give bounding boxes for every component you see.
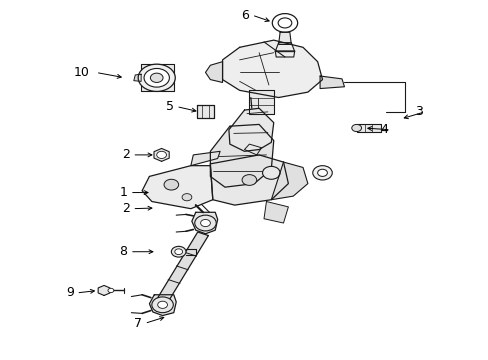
Polygon shape: [142, 166, 212, 209]
Text: 1: 1: [120, 186, 127, 199]
Polygon shape: [249, 90, 273, 114]
Text: 2: 2: [122, 202, 130, 215]
Polygon shape: [275, 51, 294, 57]
Circle shape: [158, 301, 167, 309]
Circle shape: [144, 68, 169, 87]
Circle shape: [351, 125, 361, 132]
Polygon shape: [141, 64, 174, 91]
Polygon shape: [228, 108, 273, 151]
Polygon shape: [190, 151, 220, 166]
Polygon shape: [156, 232, 208, 304]
Polygon shape: [210, 125, 273, 187]
Text: 8: 8: [119, 245, 127, 258]
Text: 4: 4: [380, 123, 387, 136]
Circle shape: [152, 297, 173, 313]
Polygon shape: [275, 42, 294, 51]
Polygon shape: [244, 144, 261, 155]
Circle shape: [150, 73, 163, 82]
Polygon shape: [154, 148, 169, 161]
Polygon shape: [222, 40, 322, 98]
Polygon shape: [320, 76, 344, 89]
Polygon shape: [264, 202, 288, 223]
Circle shape: [317, 169, 327, 176]
Polygon shape: [98, 285, 110, 296]
Circle shape: [312, 166, 331, 180]
Polygon shape: [205, 62, 222, 82]
Circle shape: [242, 175, 256, 185]
Text: 5: 5: [165, 100, 173, 113]
Polygon shape: [278, 32, 291, 44]
Polygon shape: [210, 155, 288, 205]
Text: 6: 6: [241, 9, 249, 22]
Text: 7: 7: [134, 317, 142, 330]
Text: 9: 9: [66, 287, 74, 300]
Circle shape: [138, 64, 175, 91]
Circle shape: [108, 288, 114, 293]
Text: 10: 10: [74, 66, 90, 79]
Polygon shape: [149, 295, 176, 316]
Circle shape: [262, 166, 280, 179]
Circle shape: [171, 246, 185, 257]
Polygon shape: [134, 74, 141, 81]
Circle shape: [278, 18, 291, 28]
Circle shape: [163, 179, 178, 190]
Circle shape: [272, 14, 297, 32]
Circle shape: [174, 249, 182, 255]
Polygon shape: [196, 105, 214, 118]
Polygon shape: [191, 212, 217, 234]
Text: 2: 2: [122, 148, 130, 161]
Circle shape: [182, 194, 191, 201]
Polygon shape: [356, 125, 380, 132]
Text: 3: 3: [414, 105, 422, 118]
Circle shape: [157, 151, 166, 158]
Polygon shape: [271, 162, 307, 200]
Circle shape: [200, 220, 210, 226]
Circle shape: [194, 215, 216, 231]
